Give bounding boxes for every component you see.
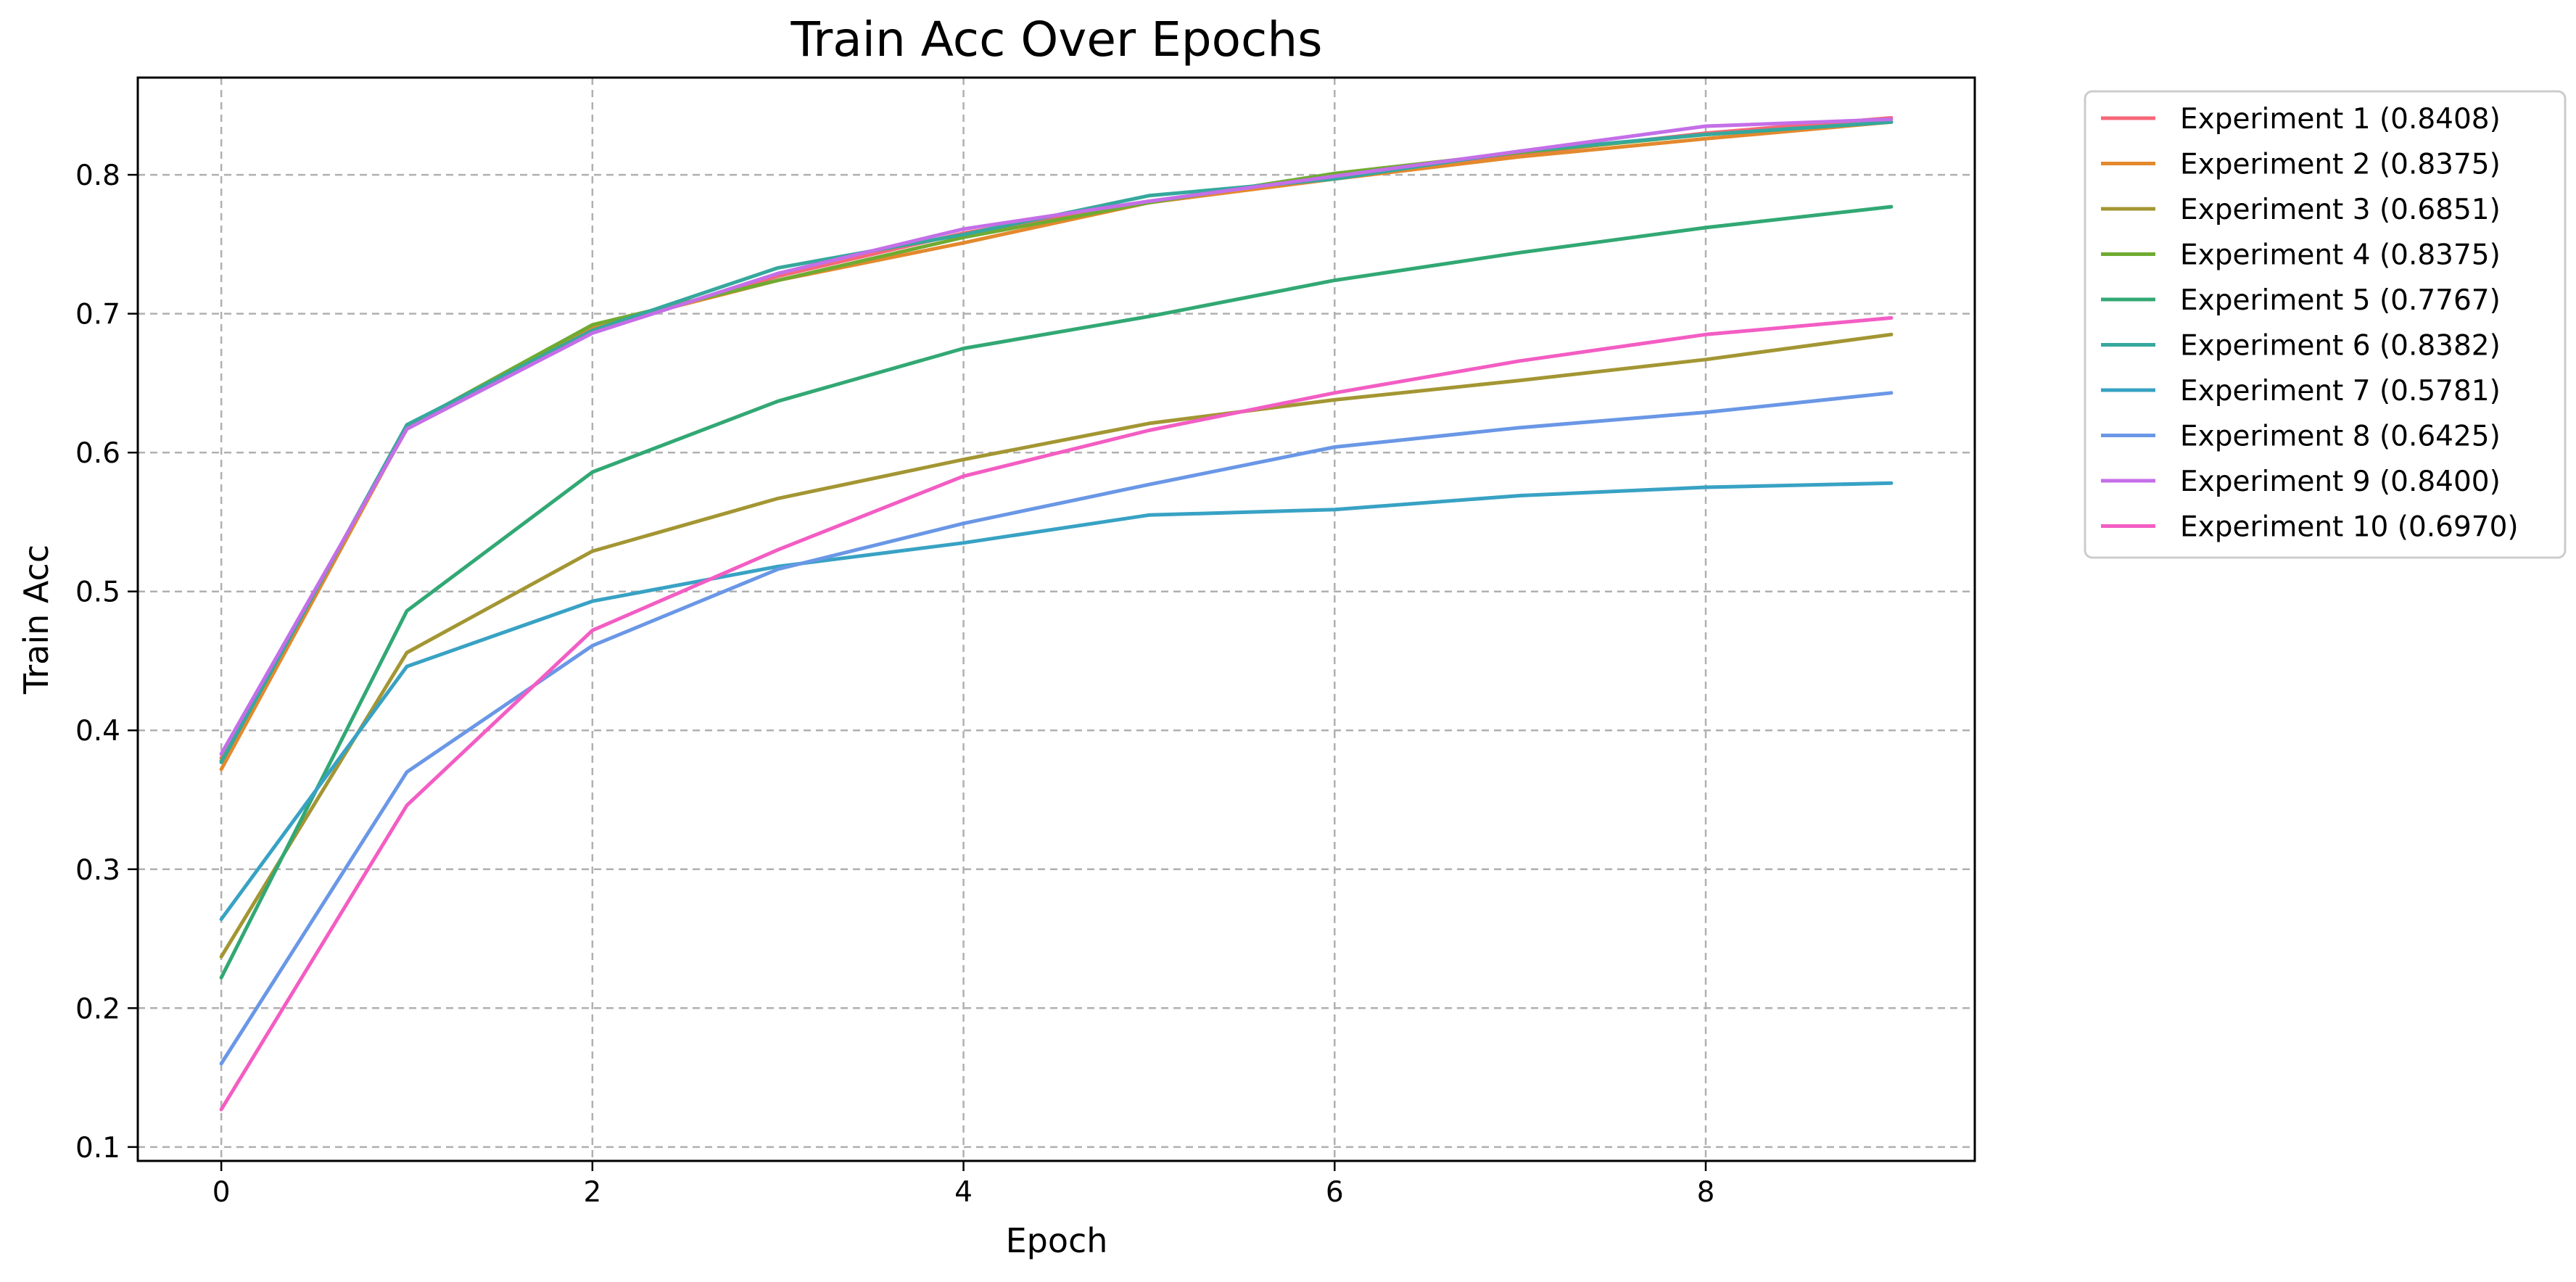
series-line-experiment-9 [219,117,1894,756]
y-tick-label: 0.4 [75,715,120,748]
plot-area-frame [136,76,1976,1162]
y-tick-label: 0.5 [75,576,120,609]
y-tick-label: 0.2 [75,993,120,1025]
legend-label-experiment-5: Experiment 5 (0.7767) [2180,284,2501,317]
legend-label-experiment-6: Experiment 6 (0.8382) [2180,330,2501,363]
series-line-experiment-8 [219,391,1894,1066]
grid-lines [138,78,1975,1161]
series-lines [219,116,1894,1112]
y-tick-label: 0.1 [75,1132,120,1165]
legend-label-experiment-9: Experiment 9 (0.8400) [2180,466,2501,498]
series-line-experiment-3 [219,332,1894,959]
legend: Experiment 1 (0.8408) Experiment 2 (0.837… [2084,90,2567,559]
x-tick-label: 0 [212,1176,231,1209]
legend-label-experiment-10: Experiment 10 (0.6970) [2180,511,2519,544]
y-tick-label: 0.3 [75,854,120,887]
legend-label-experiment-4: Experiment 4 (0.8375) [2180,239,2501,272]
x-tick-label: 6 [1326,1176,1344,1209]
axis-ticks: 0 2 4 6 8 0.1 0.2 0.3 0.4 0.5 0.6 0.7 0.8 [75,160,1714,1209]
series-line-experiment-5 [219,204,1894,980]
legend-frame [2084,90,2567,559]
y-tick-label: 0.8 [75,160,120,192]
y-tick-label: 0.6 [75,437,120,470]
x-tick-label: 8 [1697,1176,1715,1209]
x-tick-label: 4 [954,1176,973,1209]
x-axis-label: Epoch [1006,1221,1108,1260]
chart-title: Train Acc Over Epochs [790,12,1322,67]
legend-label-experiment-8: Experiment 8 (0.6425) [2180,421,2501,453]
legend-label-experiment-7: Experiment 7 (0.5781) [2180,375,2501,408]
series-line-experiment-10 [219,315,1894,1112]
x-tick-label: 2 [583,1176,601,1209]
series-line-experiment-7 [219,481,1894,922]
y-tick-label: 0.7 [75,299,120,331]
y-axis-label: Train Acc [17,545,56,695]
legend-label-experiment-1: Experiment 1 (0.8408) [2180,103,2501,136]
legend-label-experiment-3: Experiment 3 (0.6851) [2180,194,2501,226]
legend-label-experiment-2: Experiment 2 (0.8375) [2180,149,2501,181]
